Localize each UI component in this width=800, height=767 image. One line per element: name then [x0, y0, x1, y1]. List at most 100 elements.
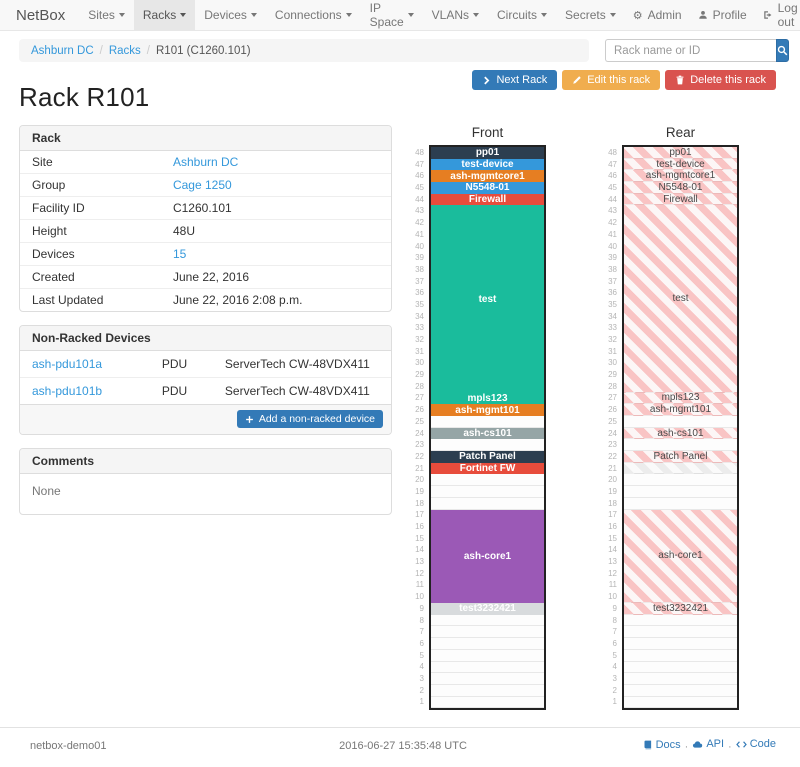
nav-item-label: VLANs	[431, 8, 470, 22]
non-racked-footer: Add a non-racked device	[20, 404, 391, 434]
delete-rack-button[interactable]: Delete this rack	[665, 70, 776, 90]
rack-unit-empty	[624, 638, 737, 650]
rack-panel-title: Rack	[20, 126, 391, 151]
rack-device-ash-cs101[interactable]: ash-cs101	[624, 427, 737, 440]
rack-unit-empty	[624, 439, 737, 452]
unit-number: 41	[415, 229, 424, 239]
rack-device-fortinet-fw[interactable]: Fortinet FW	[431, 462, 544, 475]
attr-label: Created	[20, 265, 161, 289]
footer-separator: ·	[728, 740, 732, 753]
unit-number: 26	[608, 405, 617, 415]
rack-device-pp01[interactable]: pp01	[431, 147, 544, 159]
nav-item-racks[interactable]: Racks	[133, 0, 196, 30]
breadcrumb: Ashburn DC / Racks / R101 (C1260.101)	[19, 39, 589, 62]
unit-number: 29	[608, 370, 617, 380]
unit-number: 16	[415, 522, 424, 531]
nav-item-sites[interactable]: Sites	[79, 0, 134, 30]
breadcrumb-row: Ashburn DC / Racks / R101 (C1260.101)	[19, 39, 789, 62]
footer-link-docs[interactable]: Docs	[643, 739, 681, 751]
rack-device-mpls123[interactable]: mpls123	[431, 392, 544, 405]
rack-device-test-device[interactable]: test-device	[624, 158, 737, 171]
footer-link-code[interactable]: Code	[735, 738, 776, 750]
nav-item-vlans[interactable]: VLANs	[423, 0, 488, 30]
device-name-cell: ash-pdu101a	[20, 351, 150, 378]
rack-device-firewall[interactable]: Firewall	[431, 193, 544, 206]
rack-device-patch-panel[interactable]: Patch Panel	[624, 451, 737, 463]
rack-device-patch-panel[interactable]: Patch Panel	[431, 451, 544, 463]
unit-number: 12	[608, 568, 617, 578]
unit-number: 12	[415, 568, 424, 578]
rack-device-ash-cs101[interactable]: ash-cs101	[431, 427, 544, 440]
unit-number: 36	[608, 288, 617, 298]
table-row: Devices 15	[20, 242, 391, 266]
nav-item-ip-space[interactable]: IP Space	[361, 0, 423, 30]
device-model-cell: ServerTech CW-48VDX411	[212, 377, 391, 404]
unit-number: 39	[608, 253, 617, 263]
page-title: Rack R101	[19, 82, 150, 112]
rack-device-ash-core1[interactable]: ash-core1	[624, 509, 737, 604]
rack-elevation-front: Front 48 47 46 45 44 43 42 41 40 39 38 37 36 35 34 33 32…	[407, 125, 546, 711]
rack-device-test[interactable]: test	[624, 205, 737, 393]
attr-value-link[interactable]: Ashburn DC	[172, 155, 239, 169]
rack-device-firewall[interactable]: Firewall	[624, 193, 737, 206]
unit-number: 9	[419, 603, 424, 613]
rack-device-mpls123[interactable]: mpls123	[624, 392, 737, 405]
rack-device-n5548-01[interactable]: N5548-01	[624, 182, 737, 194]
nav-item-label: Devices	[204, 8, 247, 22]
nav-item-log-out[interactable]: Log out	[755, 0, 800, 30]
nav-item-secrets[interactable]: Secrets	[556, 0, 625, 30]
main-content: Rack Site Ashburn DC Group Cage 1250 Facilit…	[19, 125, 776, 711]
unit-number: 34	[415, 311, 424, 321]
footer-link-api[interactable]: API	[692, 738, 724, 750]
next-rack-button[interactable]: Next Rack	[472, 70, 558, 90]
breadcrumb-item[interactable]: Ashburn DC	[31, 44, 94, 57]
unit-number: 18	[415, 498, 424, 508]
nav-item-profile[interactable]: Profile	[690, 0, 755, 30]
unit-number: 35	[608, 299, 617, 309]
search-input[interactable]	[605, 39, 776, 62]
rack-elevation-rear: Rear 48 47 46 45 44 43 42 41 40 39 38 37 36 35 34 33 32 3…	[600, 125, 739, 711]
non-racked-panel: Non-Racked Devices ash-pdu101a PDU ServerT…	[19, 325, 392, 435]
rack-device-ash-mgmt101[interactable]: ash-mgmt101	[431, 404, 544, 416]
rack-device-ash-mgmtcore1[interactable]: ash-mgmtcore1	[624, 170, 737, 183]
rack-device-ash-core1[interactable]: ash-core1	[431, 509, 544, 604]
unit-number: 11	[415, 580, 424, 590]
device-link[interactable]: ash-pdu101b	[32, 384, 103, 398]
app-brand[interactable]: NetBox	[16, 6, 66, 24]
nav-item-circuits[interactable]: Circuits	[488, 0, 556, 30]
title-zone: Next Rack Edit this rack Delete this rac…	[19, 70, 776, 113]
unit-number: 38	[415, 264, 424, 274]
rack-device-ash-mgmtcore1[interactable]: ash-mgmtcore1	[431, 170, 544, 183]
unit-number: 23	[415, 440, 424, 450]
rack-device-n5548-01[interactable]: N5548-01	[431, 182, 544, 194]
chevron-down-icon	[250, 13, 257, 17]
rack-device-pp01[interactable]: pp01	[624, 147, 737, 159]
unit-number: 2	[612, 685, 617, 695]
attr-value: C1260.101	[160, 196, 391, 220]
rack-device-test[interactable]: test	[431, 205, 544, 393]
unit-number: 43	[608, 206, 617, 216]
search-button[interactable]	[776, 39, 789, 62]
unit-number: 20	[415, 475, 424, 485]
rack-device-test3232421[interactable]: test3232421	[624, 603, 737, 615]
nav-item-connections[interactable]: Connections	[266, 0, 361, 30]
breadcrumb-item[interactable]: Racks	[108, 44, 141, 57]
table-row: ash-pdu101a PDU ServerTech CW-48VDX411	[20, 351, 391, 378]
attr-value-link[interactable]: Cage 1250	[172, 178, 232, 192]
nav-item-devices[interactable]: Devices	[195, 0, 266, 30]
nav-item-admin[interactable]: ⚙ Admin	[625, 0, 690, 30]
edit-rack-button[interactable]: Edit this rack	[562, 70, 661, 90]
action-buttons: Next Rack Edit this rack Delete this rac…	[472, 70, 776, 90]
nav-menu: Sites Racks Devices Connections IP Space VLAN…	[79, 0, 625, 30]
plus-icon	[245, 415, 254, 424]
footer-link-label: API	[706, 738, 725, 751]
rack-device-test-device[interactable]: test-device	[431, 158, 544, 171]
user-icon	[698, 10, 708, 20]
rack-device-ash-mgmt101[interactable]: ash-mgmt101	[624, 404, 737, 416]
rack-device-test3232421[interactable]: test3232421	[431, 603, 544, 615]
device-role-cell: PDU	[161, 357, 188, 371]
unit-number: 33	[415, 323, 424, 333]
add-non-racked-device-button[interactable]: Add a non-racked device	[236, 410, 383, 428]
attr-value-link[interactable]: 15	[172, 247, 187, 261]
device-link[interactable]: ash-pdu101a	[32, 357, 103, 371]
